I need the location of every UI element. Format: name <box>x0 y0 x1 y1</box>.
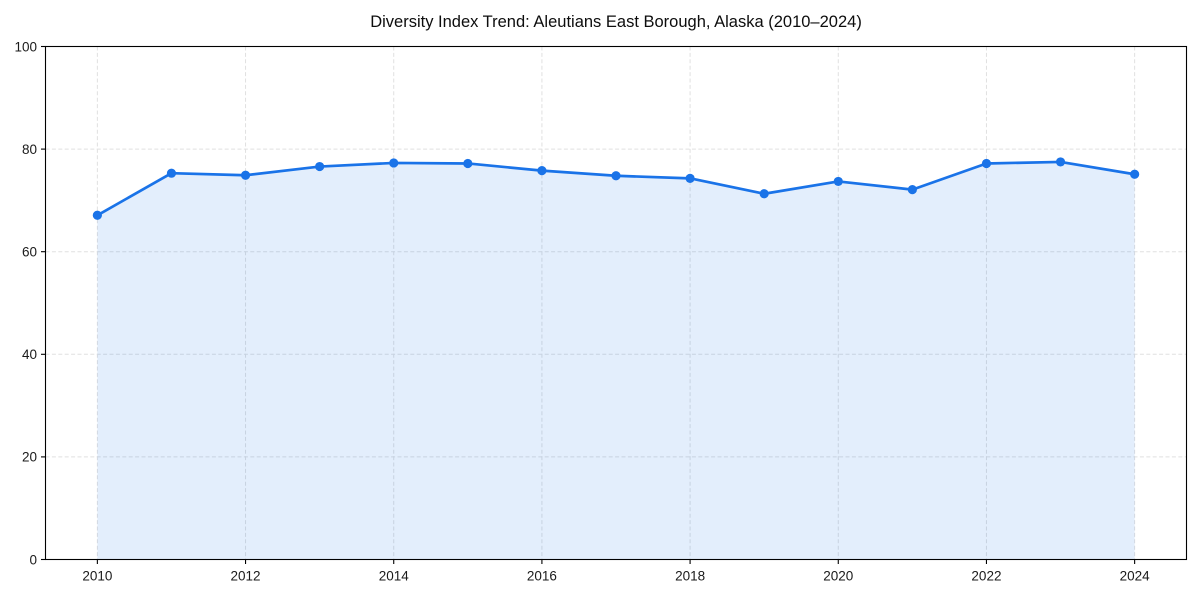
data-point-2022 <box>981 158 992 169</box>
data-point-2023 <box>1055 157 1066 167</box>
data-point-2024 <box>1130 169 1140 179</box>
y-tick-label: 80 <box>22 142 37 157</box>
plot-border <box>44 45 1188 561</box>
chart-title: Diversity Index Trend: Aleutians East Bo… <box>370 13 862 31</box>
x-tick-label: 2016 <box>527 569 557 584</box>
y-tick-label: 0 <box>29 552 37 567</box>
data-point-2015 <box>463 158 473 169</box>
data-point-2011 <box>166 168 177 178</box>
x-tick-label: 2014 <box>379 569 410 584</box>
data-point-2010 <box>92 210 102 220</box>
y-tick-label: 20 <box>22 450 37 465</box>
data-point-2012 <box>240 170 251 180</box>
gridlines <box>45 46 1187 560</box>
x-tick-label: 2020 <box>823 569 853 584</box>
x-tick-label: 2010 <box>82 569 112 584</box>
data-point-2014 <box>389 158 399 168</box>
x-tick-label: 2012 <box>231 569 261 584</box>
x-tick-label: 2018 <box>675 569 705 584</box>
data-point-2013 <box>315 161 325 172</box>
data-point-2021 <box>907 185 917 195</box>
x-tick-label: 2024 <box>1120 569 1151 584</box>
y-tick-label: 100 <box>14 39 37 54</box>
y-tick-label: 60 <box>22 245 37 260</box>
data-point-2019 <box>759 189 769 199</box>
data-point-2018 <box>685 173 695 183</box>
x-tick-label: 2022 <box>971 569 1001 584</box>
data-point-2020 <box>833 176 843 187</box>
data-point-2017 <box>611 171 621 181</box>
data-point-2016 <box>537 166 547 176</box>
area-fill <box>97 161 1135 560</box>
y-tick-label: 40 <box>22 347 37 362</box>
data-points <box>92 157 1140 220</box>
